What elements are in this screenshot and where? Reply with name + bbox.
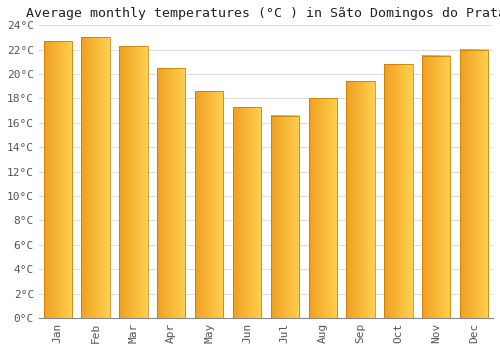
Bar — [346, 81, 375, 318]
Bar — [270, 116, 299, 318]
Bar — [82, 37, 110, 318]
Title: Average monthly temperatures (°C ) in Sãto Domingos do Prata: Average monthly temperatures (°C ) in Sã… — [26, 7, 500, 20]
Bar — [233, 107, 261, 318]
Bar — [195, 91, 224, 318]
Bar — [308, 98, 337, 318]
Bar — [384, 64, 412, 318]
Bar — [157, 68, 186, 318]
Bar — [422, 56, 450, 318]
Bar — [44, 41, 72, 318]
Bar — [119, 46, 148, 318]
Bar — [460, 50, 488, 318]
